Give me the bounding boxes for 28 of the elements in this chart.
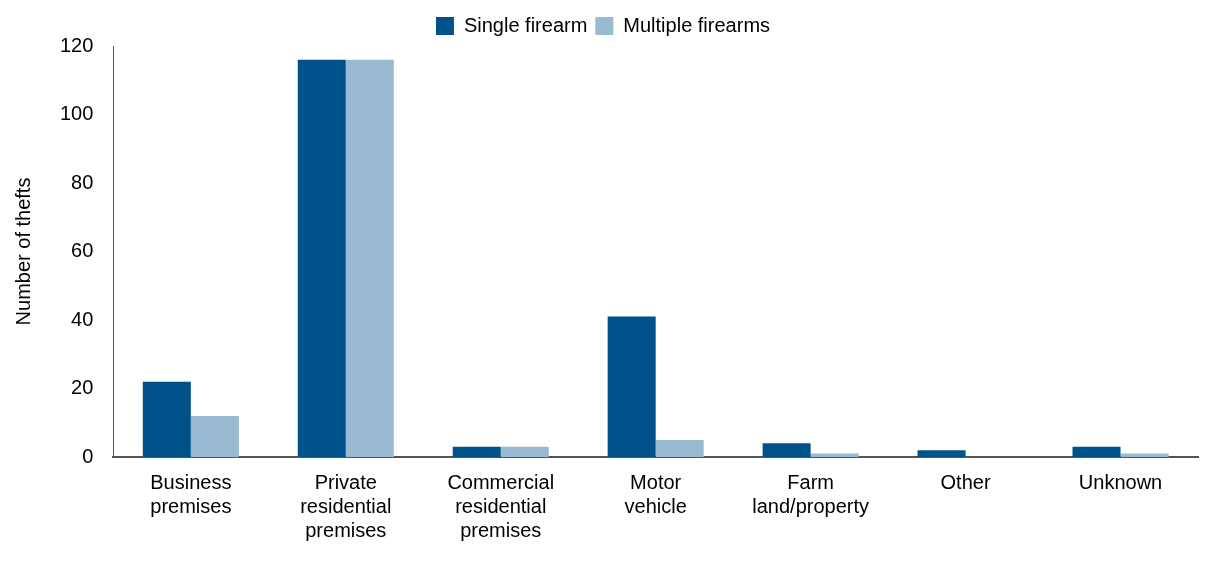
x-tick-label: Business premises bbox=[150, 470, 232, 517]
y-tick-label: 120 bbox=[59, 33, 94, 56]
x-tick-label: Unknown bbox=[1078, 470, 1163, 493]
bar bbox=[607, 316, 656, 457]
bar bbox=[917, 450, 966, 457]
y-tick-label: 0 bbox=[82, 444, 94, 467]
y-tick-label: 80 bbox=[71, 170, 94, 193]
bar bbox=[1072, 446, 1121, 457]
bar bbox=[345, 59, 394, 457]
bar bbox=[190, 415, 239, 457]
y-tick-label: 100 bbox=[59, 102, 94, 125]
x-tick-label: Other bbox=[940, 470, 991, 493]
bar bbox=[500, 446, 549, 457]
bar bbox=[452, 446, 501, 457]
x-tick-label: Commercial residential premises bbox=[447, 470, 555, 541]
legend-label: Multiple firearms bbox=[623, 13, 771, 36]
legend-label: Single firearm bbox=[463, 13, 588, 36]
y-axis-title: Number of thefts bbox=[11, 177, 34, 326]
bar bbox=[762, 443, 811, 457]
bar bbox=[297, 59, 346, 457]
y-tick-label: 40 bbox=[71, 307, 94, 330]
x-tick-label: Private residential premises bbox=[300, 470, 392, 541]
x-tick-label: Farm land/property bbox=[752, 470, 870, 517]
y-tick-label: 60 bbox=[71, 239, 94, 262]
bar bbox=[655, 439, 704, 457]
x-tick-label: Motor vehicle bbox=[624, 470, 687, 517]
bar bbox=[142, 381, 191, 457]
y-tick-label: 20 bbox=[71, 376, 94, 399]
